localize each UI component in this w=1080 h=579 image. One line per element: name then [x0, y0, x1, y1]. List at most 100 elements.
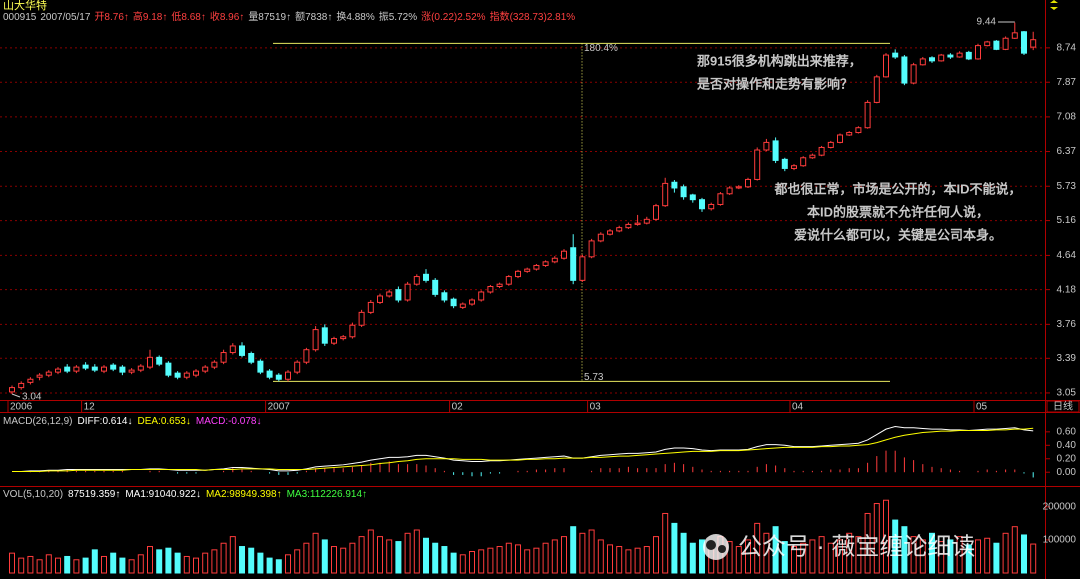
candle-body — [524, 268, 531, 272]
diff-line — [12, 425, 1034, 473]
candle-body — [1002, 37, 1009, 50]
candle-body — [717, 193, 724, 205]
candle-body — [413, 276, 420, 285]
volume-bar — [883, 499, 889, 574]
candle-body — [745, 178, 751, 188]
y-tick-label: 0.20 — [1057, 453, 1077, 464]
readout: 87519.359↑ — [68, 489, 120, 500]
candle-body — [735, 186, 742, 189]
quote-info: 000915 2007/05/17 开8.76↑ 高9.18↑ 低8.68↑ 收8.96↑… — [3, 10, 575, 23]
x-tick-label: 05 — [976, 402, 988, 413]
candle-body — [809, 154, 816, 159]
volume-bar — [101, 555, 107, 574]
candle-body — [607, 230, 613, 235]
volume-bar — [82, 557, 89, 574]
panel-title: VOL(5,10,20) — [3, 489, 63, 500]
candle-body — [331, 338, 337, 344]
candle-body — [220, 352, 227, 363]
volume-bar — [137, 554, 144, 574]
candle-body — [349, 324, 356, 338]
watermark: 公众号 · 薇宝缠论细读 — [703, 533, 975, 560]
candle-body — [285, 371, 291, 380]
volume-bar — [36, 559, 43, 574]
volume-bar — [211, 549, 218, 574]
volume-bar — [892, 519, 899, 574]
candle-body — [579, 256, 586, 281]
volume-bar — [809, 539, 816, 574]
volume-bar — [450, 552, 457, 574]
volume-bar — [772, 526, 779, 574]
quote-item: 收8.96↑ — [210, 10, 244, 23]
volume-bar — [846, 532, 853, 574]
candle-body — [128, 369, 135, 373]
volume-bar — [929, 532, 935, 574]
scroll-icon[interactable] — [1050, 0, 1058, 10]
y-tick-label: 3.05 — [1057, 388, 1077, 399]
volume-bar — [699, 539, 705, 574]
y-tick-label: 6.37 — [1057, 146, 1077, 157]
candle-body — [119, 366, 126, 373]
readout: MA1:91040.922↓ — [125, 489, 201, 500]
candle-body — [441, 292, 448, 301]
candle-body — [919, 58, 926, 66]
volume-bar — [1021, 534, 1027, 574]
candle-body — [561, 250, 567, 259]
readout: MACD:-0.078↓ — [196, 416, 262, 427]
volume-bar — [1011, 526, 1018, 574]
volume-bar — [312, 532, 319, 574]
volume-bar — [561, 536, 567, 574]
trough-label: 3.04 — [22, 392, 42, 403]
volume-bar — [367, 529, 374, 574]
plot-layer: 3.05 3.39 3.76 4.18 4.64 5.16 5.73 6.37 7.08 7.87… — [0, 17, 1080, 574]
volume-bar — [487, 547, 494, 574]
candle-body — [818, 146, 825, 156]
readout: MA2:98949.398↑ — [206, 489, 282, 500]
candle-body — [367, 301, 374, 313]
period-label: 日线 — [1053, 400, 1073, 413]
candle-body — [193, 370, 199, 376]
volume-bar — [607, 544, 613, 574]
candle-body — [478, 291, 485, 301]
candle-body — [680, 186, 687, 198]
volume-bar — [726, 541, 733, 574]
quote-item: 换4.88% — [336, 10, 374, 23]
candle-body — [505, 276, 512, 285]
volume-bar — [55, 557, 61, 574]
volume-bar — [9, 552, 15, 574]
volume-bar — [441, 546, 448, 574]
scroll-arrows[interactable] — [1050, 0, 1058, 10]
candle-body — [892, 52, 899, 58]
candle-body — [708, 203, 715, 210]
y-tick-label: 4.18 — [1057, 284, 1077, 295]
readout: DIFF:0.614↓ — [77, 416, 132, 427]
volume-bar — [459, 554, 466, 574]
volume-bar — [377, 536, 383, 574]
candle-body — [294, 361, 301, 373]
candle-body — [781, 158, 788, 169]
volume-bar — [165, 547, 172, 574]
quote-item: 量87519↑ — [248, 11, 291, 23]
annotation: 本ID的股票就不允许任何人说， — [807, 204, 989, 219]
volume-bar — [478, 549, 485, 574]
candle-body — [754, 149, 761, 180]
y-tick-label: 0.00 — [1057, 467, 1077, 478]
candle-body — [616, 227, 623, 232]
candle-body — [929, 57, 935, 62]
volume-bar — [147, 546, 153, 574]
annotation: 是否对操作和走势有影响？ — [696, 76, 853, 91]
quote-item: 振5.72% — [379, 10, 417, 23]
candle-body — [110, 364, 117, 370]
candle-body — [174, 372, 181, 378]
volume-bar — [257, 552, 264, 574]
quote-item: 额7838↑ — [295, 10, 332, 23]
candle-body — [147, 356, 153, 368]
x-tick-label: 12 — [84, 402, 96, 413]
volume-bar — [45, 554, 52, 574]
candle-body — [275, 374, 282, 380]
volume-bar — [551, 539, 558, 574]
candle-body — [653, 205, 659, 220]
volume-bar — [873, 503, 880, 574]
volume-bar — [239, 546, 245, 574]
volume-bar — [745, 539, 751, 574]
candle-body — [137, 365, 144, 371]
